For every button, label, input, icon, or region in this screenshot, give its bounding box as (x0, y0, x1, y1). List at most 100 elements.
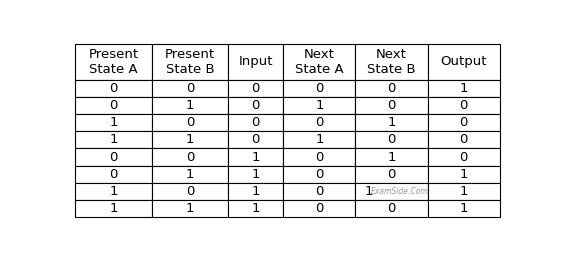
Bar (228, 131, 283, 148)
Text: 0: 0 (251, 99, 260, 112)
Text: 0: 0 (251, 82, 260, 95)
Bar (151, 148, 228, 166)
Bar (75, 97, 151, 114)
Text: 0: 0 (315, 168, 324, 181)
Text: 1: 1 (109, 133, 118, 146)
Text: 0: 0 (459, 133, 468, 146)
Bar (228, 166, 283, 183)
Text: 0: 0 (315, 82, 324, 95)
Text: 1: 1 (251, 185, 260, 198)
Bar (356, 200, 427, 217)
Text: 0: 0 (251, 133, 260, 146)
Text: 0: 0 (387, 82, 396, 95)
Bar (427, 44, 500, 80)
Bar (427, 200, 500, 217)
Bar (283, 80, 356, 97)
Bar (228, 80, 283, 97)
Bar (356, 97, 427, 114)
Text: 1: 1 (109, 202, 118, 215)
Bar (228, 148, 283, 166)
Text: Next
State B: Next State B (367, 48, 416, 76)
Bar (427, 183, 500, 200)
Text: 1: 1 (109, 116, 118, 129)
Text: 0: 0 (315, 151, 324, 164)
Text: 1: 1 (186, 168, 194, 181)
Bar (356, 131, 427, 148)
Text: 0: 0 (315, 116, 324, 129)
Text: 0: 0 (387, 99, 396, 112)
Bar (75, 166, 151, 183)
Bar (151, 183, 228, 200)
Text: 0: 0 (109, 99, 118, 112)
Text: 0: 0 (109, 168, 118, 181)
Text: 1: 1 (186, 99, 194, 112)
Text: 1: 1 (251, 151, 260, 164)
Bar (427, 166, 500, 183)
Bar (75, 200, 151, 217)
Text: 0: 0 (315, 202, 324, 215)
Bar (283, 44, 356, 80)
Bar (151, 80, 228, 97)
Bar (151, 44, 228, 80)
Bar (75, 44, 151, 80)
Bar (75, 114, 151, 131)
Text: Present
State A: Present State A (89, 48, 139, 76)
Text: 0: 0 (186, 151, 194, 164)
Bar (427, 114, 500, 131)
Text: 1: 1 (387, 116, 396, 129)
Bar (151, 200, 228, 217)
Bar (283, 148, 356, 166)
Bar (75, 148, 151, 166)
Text: 0: 0 (109, 82, 118, 95)
Text: 1: 1 (315, 133, 324, 146)
Text: Next
State A: Next State A (295, 48, 344, 76)
Text: 0: 0 (251, 116, 260, 129)
Text: 0: 0 (186, 185, 194, 198)
Bar (228, 200, 283, 217)
Bar (356, 80, 427, 97)
Text: 0: 0 (387, 168, 396, 181)
Bar (228, 183, 283, 200)
Bar (427, 97, 500, 114)
Text: 0: 0 (459, 99, 468, 112)
Bar (283, 114, 356, 131)
Bar (283, 166, 356, 183)
Bar (228, 44, 283, 80)
Bar (356, 114, 427, 131)
Text: 1: 1 (459, 82, 468, 95)
Bar (283, 97, 356, 114)
Text: 1: 1 (459, 202, 468, 215)
Text: 1: 1 (251, 202, 260, 215)
Bar (75, 80, 151, 97)
Bar (283, 200, 356, 217)
Text: Output: Output (440, 55, 487, 68)
Text: 0: 0 (109, 151, 118, 164)
Bar (356, 166, 427, 183)
Text: 0: 0 (315, 185, 324, 198)
Text: 1: 1 (109, 185, 118, 198)
Bar (356, 148, 427, 166)
Bar (75, 131, 151, 148)
Text: 1: 1 (364, 185, 373, 198)
Text: 0: 0 (459, 116, 468, 129)
Text: ExamSide.Com: ExamSide.Com (371, 187, 429, 196)
Bar (356, 183, 427, 200)
Bar (228, 114, 283, 131)
Text: 1: 1 (459, 185, 468, 198)
Text: 1: 1 (459, 168, 468, 181)
Bar (427, 131, 500, 148)
Bar (151, 166, 228, 183)
Text: 1: 1 (251, 168, 260, 181)
Bar (151, 131, 228, 148)
Bar (427, 148, 500, 166)
Text: 0: 0 (387, 202, 396, 215)
Text: 0: 0 (186, 82, 194, 95)
Text: 0: 0 (186, 116, 194, 129)
Text: 1: 1 (387, 151, 396, 164)
Bar (151, 114, 228, 131)
Text: 1: 1 (186, 202, 194, 215)
Text: Input: Input (238, 55, 273, 68)
Text: 0: 0 (459, 151, 468, 164)
Text: 1: 1 (315, 99, 324, 112)
Text: 0: 0 (387, 133, 396, 146)
